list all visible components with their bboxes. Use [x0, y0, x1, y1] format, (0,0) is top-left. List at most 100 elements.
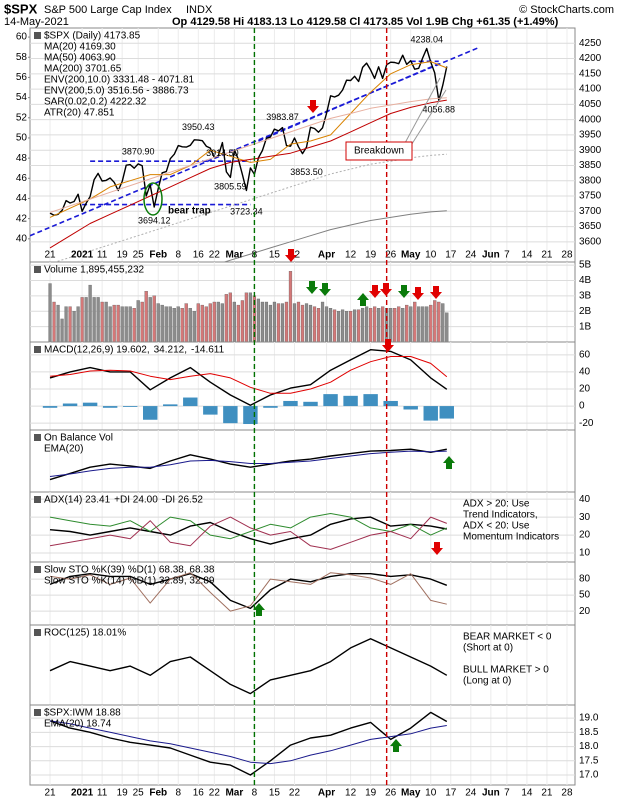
x-tick-label: 24 — [465, 788, 477, 799]
legend-entry: Slow STO %K(39) %D(1) 68.38, 68.38 — [44, 565, 215, 576]
series-line — [49, 711, 448, 776]
x-tick-label: 19 — [117, 788, 129, 799]
bar — [413, 301, 417, 342]
signal-arrow — [382, 339, 394, 352]
bar — [132, 308, 136, 342]
bar — [324, 306, 329, 342]
bar — [120, 306, 124, 342]
x-tick-label: 25 — [133, 788, 145, 799]
side-note: (Long at 0) — [463, 676, 511, 687]
legend-entry: SAR(0.02,0.2) 4222.32 — [44, 97, 147, 108]
y-tick-label: 2B — [579, 306, 592, 317]
signal-arrow — [398, 285, 410, 298]
price-annotation: 3914.50 — [206, 148, 239, 158]
y-tick-label: 3850 — [579, 160, 602, 171]
signal-arrow — [285, 249, 297, 262]
bar — [144, 291, 148, 342]
bar — [104, 301, 108, 342]
y-tick-label: 3950 — [579, 130, 602, 141]
bar — [80, 297, 84, 342]
bar — [357, 309, 361, 342]
bar — [172, 308, 176, 342]
y-tick-label: 3600 — [579, 236, 602, 247]
legend-entry: ENV(200,10.0) 3331.48 - 4071.81 — [44, 75, 195, 86]
bar — [152, 295, 156, 342]
signal-arrow — [412, 287, 424, 300]
y-tick-label: 17.5 — [579, 755, 599, 766]
y-tick-label: 40 — [579, 367, 591, 378]
bar — [353, 309, 357, 342]
bar — [148, 297, 152, 342]
bar — [232, 301, 236, 342]
bar — [224, 294, 228, 342]
bar — [343, 395, 358, 407]
bar — [296, 301, 301, 342]
x-tick-label: Jun — [482, 788, 500, 799]
x-tick-label: 21 — [44, 250, 56, 261]
bar — [373, 306, 377, 342]
bar — [212, 301, 216, 342]
legend-entry: MA(20) 4169.30 — [44, 42, 116, 53]
callout-leader — [409, 89, 447, 148]
bar — [445, 312, 449, 342]
series-line — [49, 450, 447, 477]
price-annotation: 3870.90 — [122, 146, 155, 156]
callout-leader — [404, 77, 441, 144]
bar — [208, 303, 212, 342]
x-tick-label: Apr — [318, 788, 335, 799]
bar — [108, 306, 112, 342]
bar — [340, 309, 345, 342]
callout-box — [345, 141, 413, 161]
price-annotation: 3723.34 — [230, 207, 263, 217]
y-tick-label: 30 — [579, 512, 591, 523]
side-note: ADX < 20: Use — [463, 521, 530, 532]
bar — [64, 306, 68, 342]
legend-icon — [34, 32, 41, 39]
bar — [303, 401, 318, 407]
x-tick-label: 14 — [521, 788, 533, 799]
series-line — [49, 349, 448, 406]
y-tick-label: 20 — [579, 606, 591, 617]
bar — [92, 297, 96, 342]
x-tick-label: 10 — [425, 788, 437, 799]
bar — [308, 304, 313, 342]
bar — [220, 303, 224, 342]
y-tick-label: 50 — [579, 590, 591, 601]
y-tick-label: 3B — [579, 290, 592, 301]
signal-arrow — [380, 283, 392, 296]
x-tick-label: 26 — [385, 788, 397, 799]
bar — [288, 271, 293, 342]
bar — [316, 308, 321, 342]
bar — [348, 311, 353, 342]
x-tick-label: Feb — [149, 250, 167, 261]
bar — [124, 306, 128, 342]
bar — [204, 306, 208, 342]
panel-frame — [29, 561, 576, 626]
bar — [180, 308, 184, 342]
y-tick-label: 4050 — [579, 99, 602, 110]
bar — [332, 309, 337, 342]
bar — [192, 311, 196, 342]
legend-icon — [34, 346, 41, 353]
bar — [336, 311, 341, 342]
x-tick-label: 24 — [465, 250, 477, 261]
x-tick-label: 12 — [345, 788, 357, 799]
x-tick-label: 8 — [252, 788, 258, 799]
x-tick-label: 28 — [561, 788, 573, 799]
bar — [272, 301, 277, 342]
bar — [320, 301, 325, 342]
exchange: INDX — [186, 4, 213, 16]
x-tick-label: 11 — [97, 250, 108, 261]
x-tick-label: 8 — [175, 788, 181, 799]
side-note: BEAR MARKET < 0 — [463, 632, 552, 643]
y-tick-label: 40 — [579, 494, 591, 505]
legend-entry: 34.212, — [154, 345, 187, 356]
y2-tick-label: 48 — [16, 153, 28, 164]
y2-tick-label: 54 — [16, 92, 28, 103]
bar — [240, 300, 244, 342]
bar — [176, 306, 180, 342]
bar — [72, 311, 76, 342]
legend-entry: MA(200) 3701.65 — [44, 64, 122, 75]
price-annotation: 4056.88 — [422, 105, 455, 115]
y-tick-label: 4B — [579, 275, 592, 286]
